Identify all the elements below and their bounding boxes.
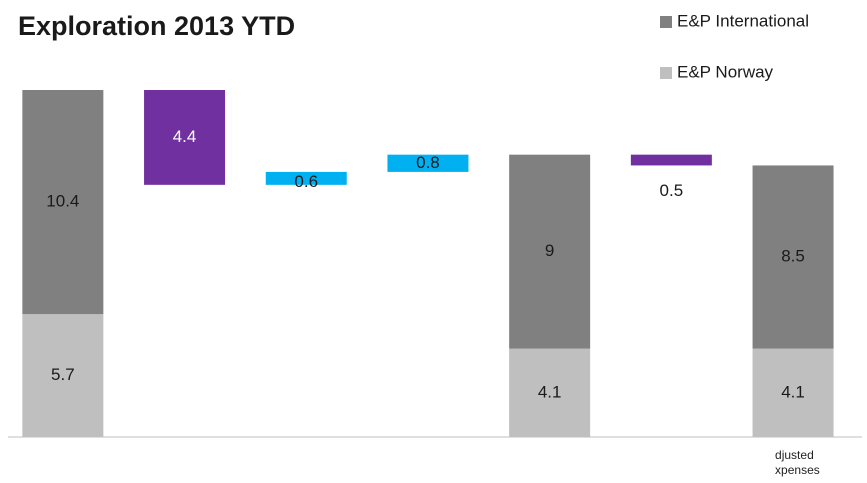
value-label: 9	[545, 241, 554, 260]
value-label: 5.7	[51, 365, 75, 384]
change-bar	[630, 154, 712, 166]
x-tick-label: djusted xpenses	[775, 448, 820, 477]
change-bar	[144, 90, 226, 185]
value-label: 4.4	[173, 127, 197, 146]
x-tick-label-box: djusted xpenses	[775, 448, 820, 477]
value-label: 0.6	[294, 172, 318, 191]
value-label: 0.5	[660, 181, 684, 200]
bar-segment	[509, 154, 591, 349]
change-bar	[265, 171, 347, 185]
bar-segment	[22, 314, 104, 437]
value-label: 8.5	[781, 247, 805, 266]
bar-segment	[752, 348, 834, 437]
value-label: 4.1	[538, 382, 562, 401]
value-label: 10.4	[46, 192, 79, 211]
legend-swatch	[660, 67, 672, 79]
chart-title: Exploration 2013 YTD	[18, 11, 295, 41]
legend-swatch	[660, 16, 672, 28]
bar-segment	[22, 90, 104, 315]
value-label: 0.8	[416, 153, 440, 172]
value-label: 4.1	[781, 382, 805, 401]
legend-label: E&P Norway	[677, 62, 774, 81]
bar-segment	[509, 348, 591, 437]
change-bar	[387, 154, 469, 172]
bar-segment	[752, 165, 834, 349]
legend-label: E&P International	[677, 11, 809, 30]
